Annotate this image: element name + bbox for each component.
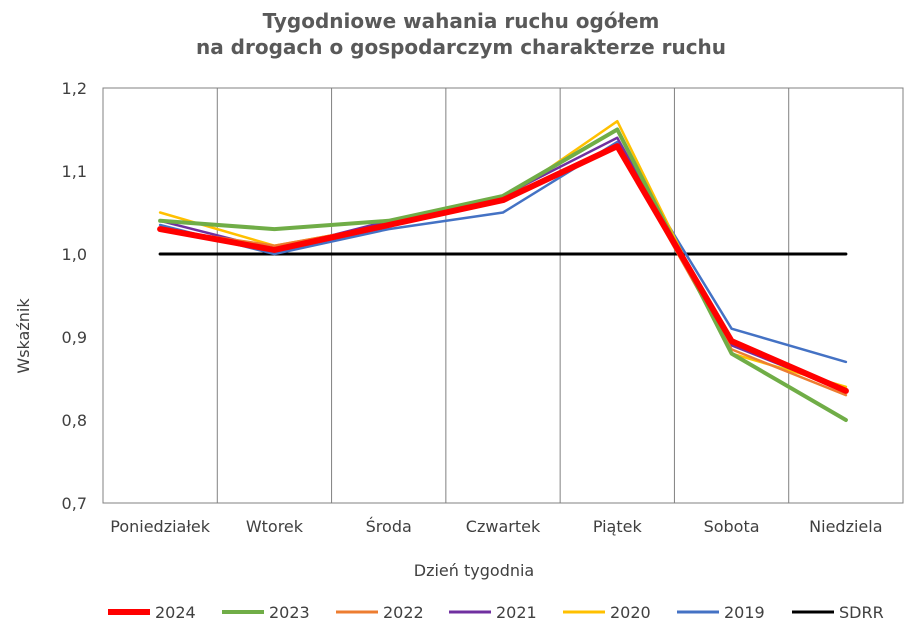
legend-label: 2024: [155, 603, 196, 622]
x-tick-label: Sobota: [704, 517, 760, 536]
series-line-2019: [158, 140, 848, 364]
y-tick-label: 1,0: [62, 245, 87, 264]
y-tick-label: 0,9: [62, 328, 87, 347]
legend: 2024 2023 2022 2021 2020 2019 SDRR: [108, 603, 884, 622]
legend-label: 2023: [269, 603, 310, 622]
x-tick-label: Poniedziałek: [110, 517, 210, 536]
legend-label: SDRR: [839, 603, 884, 622]
x-tick-label: Wtorek: [246, 517, 304, 536]
legend-label: 2022: [383, 603, 424, 622]
y-tick-label: 1,1: [62, 162, 87, 181]
x-axis: Poniedziałek Wtorek Środa Czwartek Piątek Sob…: [110, 517, 882, 536]
plot-area: [102, 87, 904, 504]
y-tick-label: 0,8: [62, 411, 87, 430]
plot-border: [102, 87, 904, 504]
legend-label: 2021: [496, 603, 537, 622]
legend-label: 2019: [724, 603, 765, 622]
y-tick-label: 1,2: [62, 79, 87, 98]
series-line-2024: [157, 143, 849, 394]
series-lines: [157, 119, 849, 422]
y-axis-title: Wskaźnik: [14, 298, 33, 374]
x-tick-label: Środa: [366, 517, 412, 536]
x-tick-label: Piątek: [593, 517, 643, 536]
x-tick-label: Czwartek: [466, 517, 541, 536]
x-axis-title: Dzień tygodnia: [414, 561, 534, 580]
legend-label: 2020: [610, 603, 651, 622]
chart-title-line-1: Tygodniowe wahania ruchu ogółem: [263, 9, 660, 33]
y-tick-label: 0,7: [62, 494, 87, 513]
chart-title-line-2: na drogach o gospodarczym charakterze ru…: [196, 35, 726, 59]
x-tick-label: Niedziela: [809, 517, 882, 536]
y-axis: 0,7 0,8 0,9 1,0 1,1 1,2: [62, 79, 87, 513]
series-line-2023: [158, 127, 848, 422]
